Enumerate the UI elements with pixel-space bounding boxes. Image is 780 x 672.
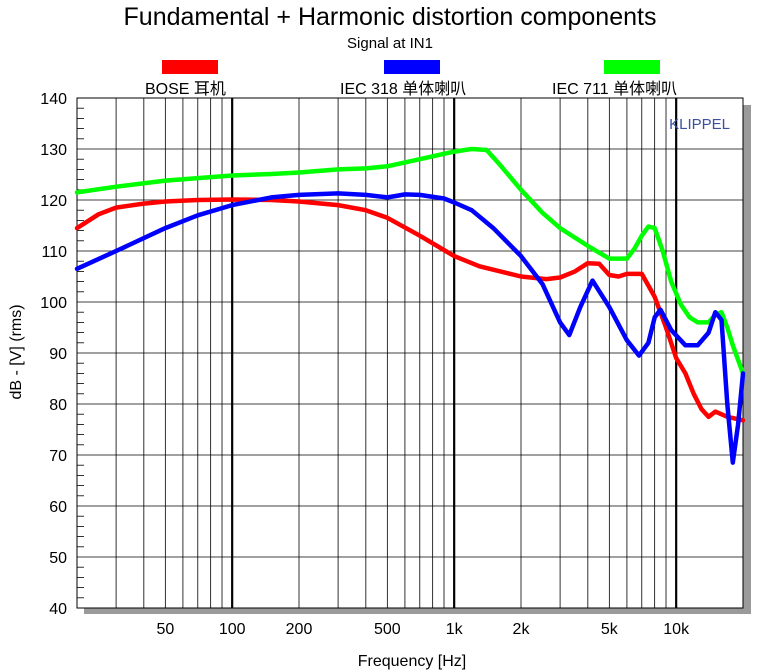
series-line bbox=[74, 146, 746, 376]
legend: BOSE 耳机 IEC 318 单体喇叭 IEC 711 单体喇叭 bbox=[145, 60, 677, 98]
series-lines bbox=[74, 146, 746, 465]
legend-label: IEC 711 单体喇叭 bbox=[552, 80, 677, 98]
series-line bbox=[74, 191, 746, 465]
y-tick-label: 80 bbox=[49, 397, 67, 414]
y-tick-label: 90 bbox=[49, 346, 67, 363]
y-tick-label: 140 bbox=[40, 91, 67, 108]
y-axis-label: dB - [V] (rms) bbox=[8, 304, 25, 399]
series-line bbox=[74, 197, 746, 423]
y-tick-label: 110 bbox=[41, 244, 67, 261]
legend-swatch bbox=[604, 60, 660, 74]
x-tick-label: 50 bbox=[156, 621, 174, 638]
chart-title: Fundamental + Harmonic distortion compon… bbox=[124, 3, 657, 31]
x-tick-label: 5k bbox=[601, 621, 619, 638]
x-axis-label: Frequency [Hz] bbox=[358, 653, 466, 670]
y-tick-label: 60 bbox=[49, 499, 67, 516]
legend-label: BOSE 耳机 bbox=[145, 80, 226, 98]
legend-label: IEC 318 单体喇叭 bbox=[340, 80, 466, 98]
axis-ticks: 40 50 60 70 80 90 100 110 120 130 140 50 100 200 500 1k… bbox=[40, 91, 690, 638]
y-tick-label: 70 bbox=[49, 448, 67, 465]
grid bbox=[77, 98, 743, 608]
brand-label: KLIPPEL bbox=[669, 116, 730, 133]
x-tick-label: 2k bbox=[513, 621, 531, 638]
x-tick-label: 500 bbox=[374, 621, 401, 638]
legend-swatch bbox=[162, 60, 218, 74]
x-tick-label: 200 bbox=[286, 621, 313, 638]
x-tick-label: 10k bbox=[663, 621, 690, 638]
legend-swatch bbox=[384, 60, 440, 74]
x-tick-label: 1k bbox=[446, 621, 464, 638]
y-tick-label: 40 bbox=[49, 601, 67, 618]
y-tick-label: 100 bbox=[40, 295, 67, 312]
y-tick-label: 50 bbox=[49, 550, 67, 567]
chart-subtitle: Signal at IN1 bbox=[347, 35, 433, 52]
y-tick-label: 130 bbox=[40, 142, 67, 159]
y-tick-label: 120 bbox=[40, 193, 67, 210]
x-tick-label: 100 bbox=[219, 621, 246, 638]
